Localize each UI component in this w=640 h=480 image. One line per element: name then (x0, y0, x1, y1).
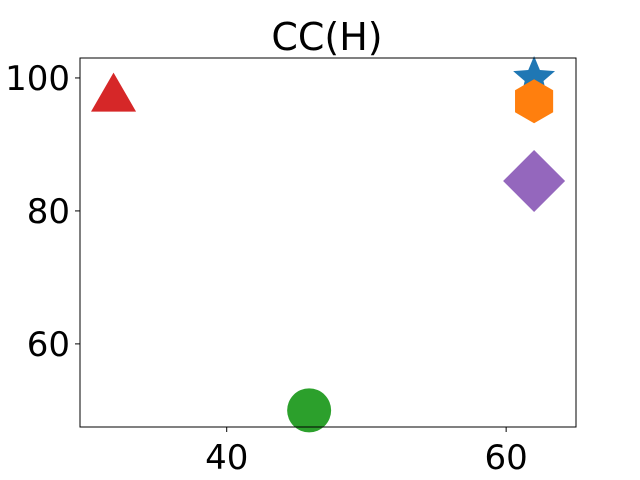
y-tick-label: 60 (27, 325, 70, 365)
triangle-marker (91, 72, 137, 112)
plot-frame (79, 57, 577, 428)
x-tick-label: 40 (205, 438, 248, 478)
x-tick-label: 60 (485, 438, 528, 478)
data-points (91, 55, 566, 433)
diamond-marker (503, 150, 566, 212)
chart-title: CC(H) (271, 15, 382, 59)
y-tick-label: 100 (5, 59, 70, 99)
axis-ticks: 40 60 60 80 100 (5, 59, 528, 478)
circle-marker (287, 388, 332, 433)
hexagon-marker (515, 79, 554, 124)
y-tick-label: 80 (27, 192, 70, 232)
